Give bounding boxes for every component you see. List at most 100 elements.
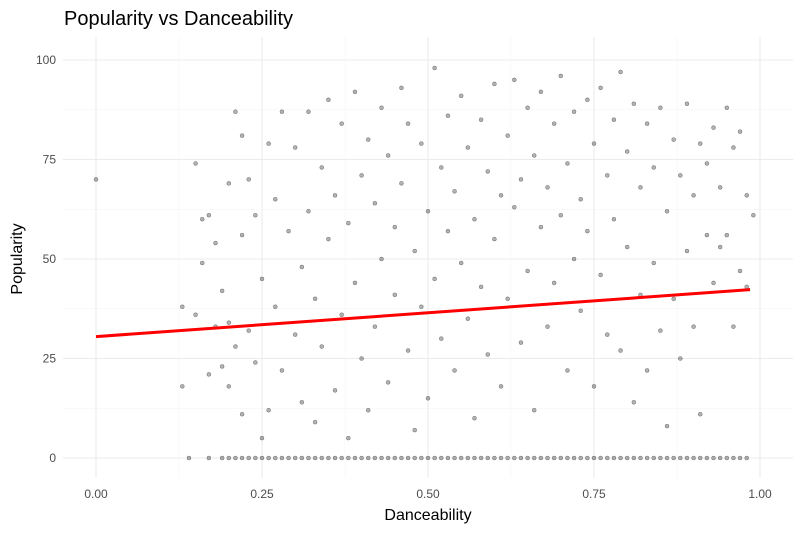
data-point	[319, 455, 325, 461]
data-point	[452, 455, 457, 461]
data-point	[439, 455, 444, 461]
data-point	[664, 455, 670, 461]
data-point	[458, 260, 464, 266]
data-point	[525, 268, 530, 274]
y-tick-label: 0	[49, 451, 56, 465]
data-point	[399, 85, 404, 91]
data-point	[678, 173, 683, 178]
data-point	[352, 89, 358, 95]
data-point	[379, 105, 384, 111]
data-point	[691, 455, 696, 461]
data-point	[671, 455, 676, 461]
data-point	[445, 455, 451, 461]
data-point	[180, 384, 185, 389]
data-point	[365, 407, 371, 413]
x-tick-label: 0.50	[416, 487, 440, 501]
data-point	[624, 244, 630, 250]
data-point	[392, 455, 398, 461]
data-point	[498, 193, 504, 198]
data-point	[638, 185, 643, 190]
data-point	[412, 427, 417, 433]
data-point	[717, 244, 723, 250]
data-point	[711, 125, 716, 130]
data-point	[658, 105, 663, 111]
data-point	[611, 455, 617, 461]
data-point	[306, 455, 311, 461]
data-point	[359, 173, 364, 178]
data-point	[485, 455, 491, 461]
data-point	[731, 324, 736, 329]
data-point	[478, 455, 484, 461]
data-point	[319, 344, 325, 349]
data-point	[372, 201, 378, 206]
data-point	[631, 101, 637, 107]
y-tick-label: 75	[43, 153, 57, 167]
data-point	[531, 407, 537, 413]
data-point	[352, 455, 358, 461]
data-point	[239, 411, 245, 417]
data-point	[651, 455, 657, 461]
data-point	[319, 165, 325, 170]
data-point	[226, 384, 232, 389]
data-point	[379, 256, 384, 262]
data-point	[385, 380, 391, 385]
data-point	[664, 208, 670, 214]
data-point	[399, 455, 404, 461]
x-tick-label: 0.00	[84, 487, 108, 501]
data-point	[246, 177, 251, 182]
data-point	[545, 185, 550, 190]
x-tick-label: 0.75	[582, 487, 606, 501]
data-point	[571, 109, 577, 114]
data-point	[233, 109, 238, 114]
data-point	[458, 93, 464, 99]
data-point	[631, 455, 637, 461]
data-point	[432, 65, 437, 71]
data-point	[246, 328, 251, 333]
data-point	[611, 216, 617, 222]
data-point	[525, 105, 530, 111]
data-point	[286, 228, 291, 234]
data-point	[379, 455, 384, 461]
data-point	[498, 455, 504, 461]
data-point	[518, 177, 524, 182]
data-point	[312, 419, 318, 425]
data-point	[618, 348, 623, 353]
y-tick-label: 25	[43, 352, 57, 366]
data-point	[246, 455, 251, 461]
data-point	[425, 455, 431, 461]
data-point	[206, 212, 212, 218]
data-point	[339, 312, 344, 317]
data-point	[591, 455, 597, 461]
data-point	[253, 360, 258, 365]
data-point	[525, 455, 530, 461]
data-point	[505, 455, 510, 461]
data-point	[697, 141, 703, 146]
data-point	[219, 455, 225, 461]
data-point	[611, 117, 617, 122]
data-point	[684, 248, 690, 254]
data-point	[618, 69, 623, 75]
data-point	[226, 181, 232, 186]
data-point	[538, 224, 544, 230]
data-point	[624, 149, 630, 154]
data-point	[326, 236, 331, 242]
data-point	[292, 455, 298, 461]
data-point	[478, 284, 484, 290]
data-point	[578, 308, 583, 313]
data-point	[658, 455, 663, 461]
data-point	[399, 181, 404, 186]
data-point	[346, 455, 351, 461]
data-point	[299, 455, 305, 461]
data-point	[233, 455, 238, 461]
data-point	[737, 455, 743, 461]
data-point	[412, 248, 417, 254]
x-tick-label: 1.00	[748, 487, 772, 501]
data-point	[279, 368, 285, 373]
data-point	[365, 137, 371, 142]
data-point	[691, 193, 696, 198]
data-point	[472, 455, 477, 461]
data-point	[359, 356, 364, 361]
data-point	[558, 73, 564, 79]
data-point	[405, 348, 411, 353]
data-point	[405, 121, 411, 126]
